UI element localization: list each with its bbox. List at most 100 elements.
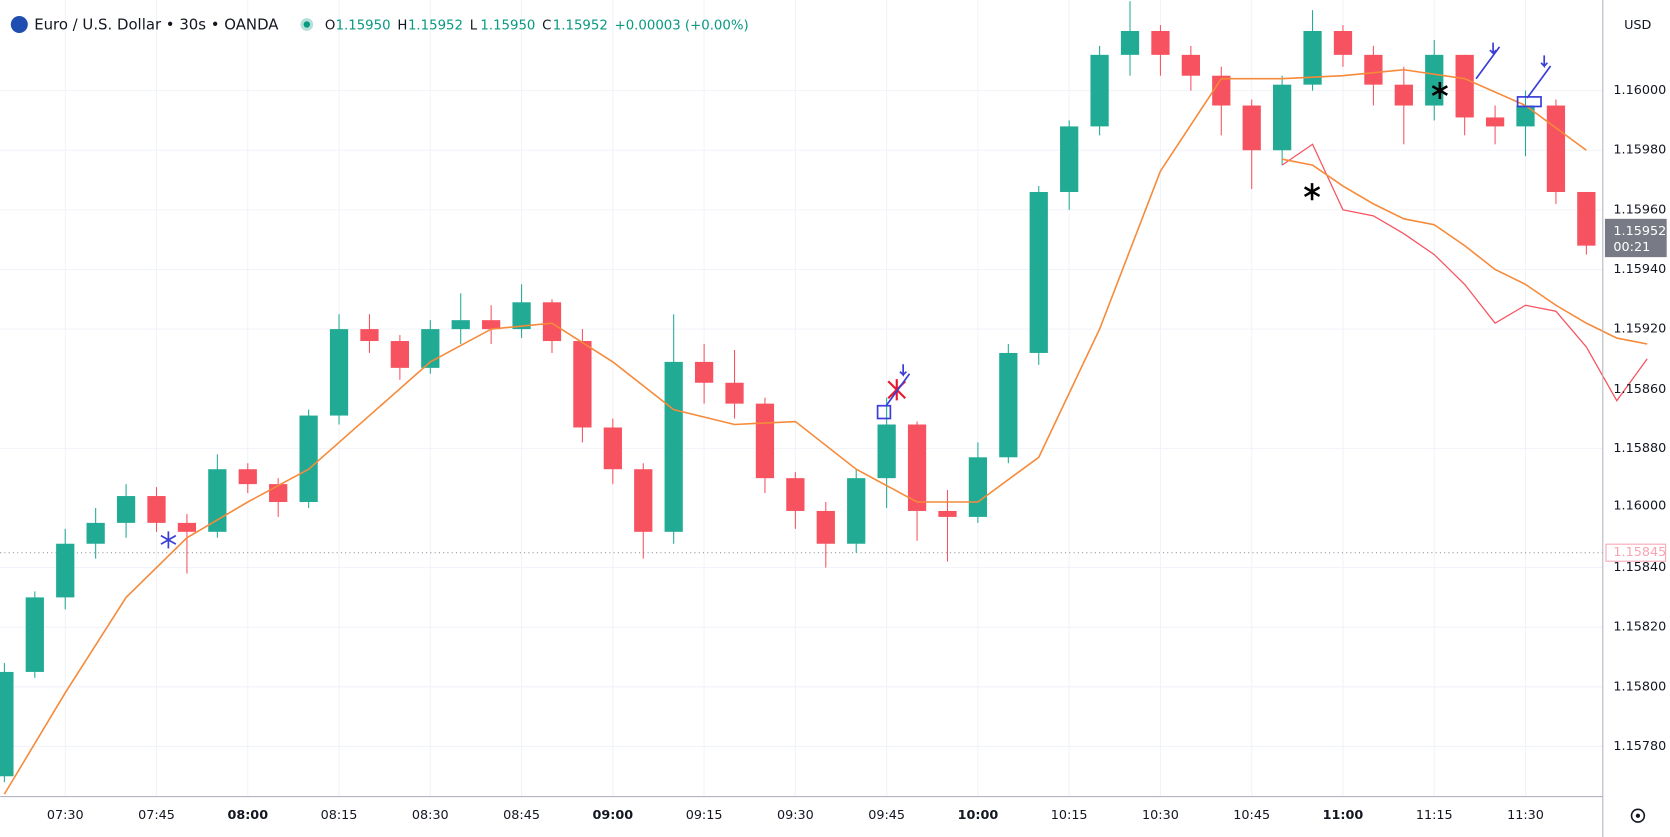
currency[interactable]: USD: [1624, 18, 1651, 33]
ohlc-key: C: [542, 19, 551, 34]
y-tick-label: 1.16000: [1613, 498, 1666, 513]
arrow-marker: [1475, 42, 1501, 80]
candle-body: [1303, 31, 1322, 85]
y-tick-label: 1.15960: [1613, 202, 1666, 217]
candle-body: [56, 543, 75, 598]
candle-body: [877, 424, 896, 479]
candle-body: [25, 597, 44, 672]
candle-body: [299, 415, 318, 503]
candle-body: [938, 510, 957, 517]
ohlc-value: 1.15950: [336, 19, 391, 34]
x-tick-label: 09:30: [777, 808, 814, 823]
x-tick-label: 08:00: [227, 808, 268, 823]
candle-body: [512, 302, 531, 330]
y-tick-label: 1.16000: [1613, 83, 1666, 98]
last-price-label: 1.15952: [1613, 224, 1666, 239]
candle-body: [1120, 31, 1140, 55]
candle-body: [238, 469, 257, 485]
ohlc-key: O: [325, 19, 335, 34]
x-tick-label: 11:30: [1507, 808, 1544, 823]
x-tick-label: 07:30: [47, 808, 84, 823]
candle-body: [786, 478, 805, 511]
candle-body: [1546, 105, 1566, 192]
ohlc-value: 1.15950: [480, 19, 535, 34]
candle-body: [542, 302, 562, 342]
x-tick-label: 08:45: [503, 808, 540, 823]
candle-body: [1090, 54, 1109, 127]
candle-body: [1212, 75, 1231, 106]
overlay-average: [1281, 158, 1648, 345]
candle-body: [1485, 117, 1505, 127]
ohlc-change: +0.00003 (+0.00%): [615, 19, 749, 34]
symbol-icon: [10, 15, 28, 34]
x-tick-label: 09:00: [593, 808, 634, 823]
header: Euro / U.S. Dollar • 30s • OANDA O 1.1595…: [10, 15, 749, 34]
candle-body: [999, 352, 1018, 458]
candle-body: [664, 361, 683, 532]
x-tick-label: 10:00: [958, 808, 999, 823]
x-tick-label: 11:00: [1323, 808, 1364, 823]
asterisk: [1431, 81, 1448, 100]
settings-icon[interactable]: [1630, 808, 1646, 823]
overlay-price: [1281, 143, 1648, 402]
box-marker: [876, 404, 892, 420]
candle-body: [482, 320, 501, 330]
candle-body: [177, 522, 197, 532]
box-marker: [1516, 96, 1542, 108]
candle-body: [208, 469, 227, 532]
candle-body: [1181, 54, 1200, 76]
candle-body: [1516, 105, 1535, 127]
arrow-marker: [885, 364, 911, 407]
candle-body: [360, 329, 379, 342]
countdown-label: 00:21: [1613, 240, 1650, 255]
y-tick-label: 1.15920: [1613, 322, 1666, 337]
candle-body: [0, 671, 14, 777]
candle-body: [725, 382, 744, 404]
y-tick-label: 1.15820: [1613, 620, 1666, 635]
x-tick-label: 09:45: [868, 808, 905, 823]
candle-body: [1029, 191, 1048, 353]
ohlc-value: 1.15952: [553, 19, 608, 34]
asterisk: [160, 531, 177, 549]
moving-average: [3, 68, 1587, 795]
x-tick-label: 11:15: [1416, 808, 1453, 823]
y-tick-label: 1.15880: [1613, 441, 1666, 456]
candle-body: [1242, 105, 1261, 151]
candle-body: [329, 329, 349, 416]
x-tick-label: 10:30: [1142, 808, 1179, 823]
drawings: [160, 42, 1552, 549]
candle-body: [269, 484, 288, 503]
ohlc: O 1.15950 H 1.15952 L 1.15950 C 1.15952 +0.00003…: [325, 19, 749, 34]
status-dot: [303, 21, 311, 28]
ohlc-key: H: [397, 19, 407, 34]
candle-body: [847, 478, 866, 544]
candle-body: [755, 403, 775, 479]
candle-body: [451, 320, 470, 330]
x-tick-label: 10:15: [1051, 808, 1088, 823]
ohlc-key: L: [470, 19, 478, 34]
candle-body: [694, 361, 714, 383]
candle-body: [1455, 54, 1474, 118]
candle-body: [116, 496, 136, 523]
y-tick-label: 1.15780: [1613, 739, 1666, 754]
candle-body: [147, 496, 166, 523]
reference-label-box: [1605, 543, 1667, 562]
candle-body: [816, 510, 835, 544]
candle-body: [1060, 126, 1079, 192]
candle-body: [634, 469, 653, 532]
candle-body: [86, 522, 105, 544]
axes: 07:30 07:45 08:00 08:15 08:30 08:45 09:00 09:15…: [47, 83, 1667, 823]
x-tick-label: 09:15: [686, 808, 723, 823]
x-tick-label: 07:45: [138, 808, 175, 823]
x-tick-label: 10:45: [1233, 808, 1270, 823]
candle-body: [1364, 54, 1383, 85]
y-tick-label: 1.15800: [1613, 679, 1666, 694]
arrow-marker: [1526, 55, 1552, 99]
candle-body: [1394, 84, 1413, 106]
candle-body: [1333, 31, 1353, 55]
symbol-title: Euro / U.S. Dollar • 30s • OANDA: [34, 16, 279, 34]
asterisk: [1303, 183, 1321, 201]
